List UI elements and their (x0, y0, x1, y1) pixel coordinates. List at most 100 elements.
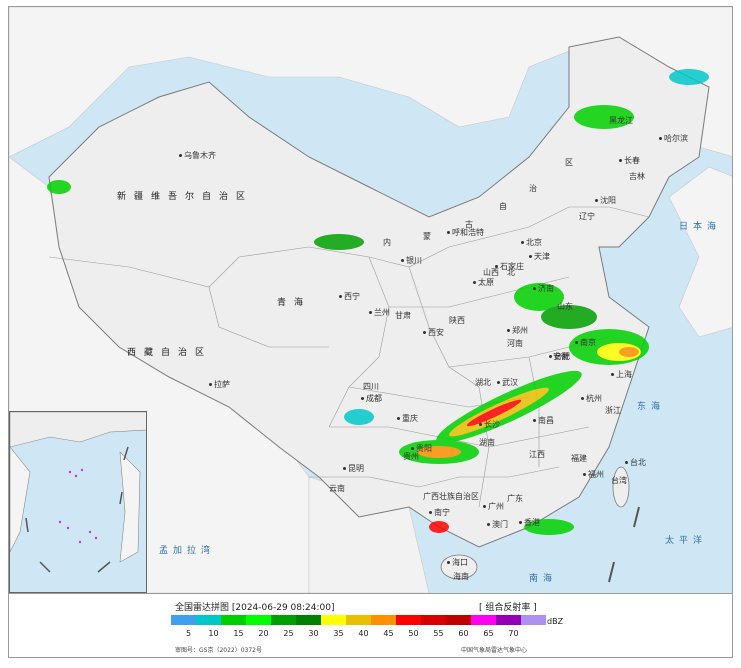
city-yinchuan: 银川 (401, 257, 422, 265)
city-lhasa: 拉萨 (209, 381, 230, 389)
city-lanzhou: 兰州 (369, 309, 390, 317)
legend-swatch (371, 615, 396, 625)
legend-tick-label: 20 (258, 629, 269, 638)
province-label-jilin: 吉林 (629, 172, 645, 181)
sea-bengal: 孟加拉湾 (159, 546, 216, 556)
province-label-neimenggu-1: 内 (383, 238, 391, 247)
province-label-guizhou: 贵州 (403, 452, 419, 461)
city-taiyuan: 太原 (473, 279, 494, 287)
city-hefei: 合肥 (549, 353, 570, 361)
province-label-shandong: 山东 (557, 302, 573, 311)
city-zhengzhou: 郑州 (507, 327, 528, 335)
legend-swatch (271, 615, 296, 625)
legend-product: [ 组合反射率 ] (479, 603, 537, 613)
province-label-heilongjiang: 黑龙江 (609, 116, 633, 125)
legend-tick-label: 55 (433, 629, 444, 638)
province-label-zhejiang: 浙江 (605, 406, 621, 415)
province-label-fujian: 福建 (571, 454, 587, 463)
south-china-sea-inset (9, 411, 147, 593)
province-label-qinghai: 青海 (277, 298, 312, 308)
legend-tick-label: 30 (308, 629, 319, 638)
city-xining: 西宁 (339, 293, 360, 301)
province-label-henan: 河南 (507, 339, 523, 348)
city-hangzhou: 杭州 (581, 395, 602, 403)
legend-swatch (396, 615, 421, 625)
province-label-jiangxi: 江西 (529, 450, 545, 459)
province-label-neimenggu-3: 古 (465, 220, 473, 229)
legend-ticks: 5 10 15 20 25 30 35 40 45 50 55 60 65 70 (171, 629, 551, 641)
legend-title: 全国雷达拼图 [2024-06-29 08:24:00] (175, 603, 335, 613)
province-label-xizang: 西藏自治区 (127, 348, 213, 358)
legend-swatch (221, 615, 246, 625)
legend-tick-label: 15 (233, 629, 244, 638)
province-label-neimenggu-2: 蒙 (423, 232, 431, 241)
province-label-hunan: 湖南 (479, 438, 495, 447)
city-nanchang: 南昌 (533, 417, 554, 425)
legend-swatch (346, 615, 371, 625)
city-taipei: 台北 (625, 459, 646, 467)
legend-swatch (421, 615, 446, 625)
city-shanghai: 上海 (611, 371, 632, 379)
city-chongqing: 重庆 (397, 415, 418, 423)
city-urumqi: 乌鲁木齐 (179, 152, 216, 160)
city-nanjing: 南京 (575, 339, 596, 347)
province-label-neimenggu-5: 治 (529, 184, 537, 193)
legend-swatch (296, 615, 321, 625)
province-label-liaoning: 辽宁 (579, 212, 595, 221)
legend-swatch (246, 615, 271, 625)
city-shijiazhuang: 石家庄 (495, 263, 524, 271)
city-harbin: 哈尔滨 (659, 135, 688, 143)
legend-color-bar (171, 615, 546, 625)
city-changchun: 长春 (619, 157, 640, 165)
city-shenyang: 沈阳 (595, 197, 616, 205)
legend-tick-label: 70 (508, 629, 519, 638)
province-label-neimenggu-4: 自 (499, 202, 507, 211)
city-nanning: 南宁 (429, 509, 450, 517)
city-guangzhou: 广州 (483, 503, 504, 511)
city-hongkong: 香港 (519, 519, 540, 527)
province-label-shanxi: 山西 (483, 268, 499, 277)
legend-source: 中国气象局雷达气象中心 (461, 647, 528, 654)
city-changsha: 长沙 (479, 421, 500, 429)
city-xian: 西安 (423, 329, 444, 337)
city-chengdu: 成都 (361, 395, 382, 403)
province-label-hainan: 海南 (453, 572, 469, 581)
sea-south-china-sea: 南海 (529, 574, 558, 584)
legend-tick-label: 40 (358, 629, 369, 638)
legend-swatch (196, 615, 221, 625)
province-label-gansu: 甘肃 (395, 311, 411, 320)
city-macau: 澳门 (487, 521, 508, 529)
sea-east-china-sea: 东海 (637, 402, 666, 412)
city-haikou: 海口 (447, 559, 468, 567)
province-label-neimenggu-6: 区 (565, 158, 573, 167)
legend-swatch (521, 615, 546, 625)
city-beijing: 北京 (521, 239, 542, 247)
city-wuhan: 武汉 (497, 379, 518, 387)
legend: 全国雷达拼图 [2024-06-29 08:24:00] [ 组合反射率 ] d… (9, 593, 732, 657)
legend-swatch (496, 615, 521, 625)
city-hohhot: 呼和浩特 (447, 229, 484, 237)
province-label-guangxi: 广西壮族自治区 (423, 492, 479, 501)
legend-tick-label: 10 (208, 629, 219, 638)
province-label-taiwan: 台湾 (611, 476, 627, 485)
radar-map: 新疆维吾尔自治区 西藏自治区 青海 甘肃 内 蒙 古 自 治 区 黑龙江 吉林 … (9, 7, 732, 593)
legend-review-number: 审图号：GS京（2022）0372号 (175, 647, 262, 654)
legend-tick-label: 50 (408, 629, 419, 638)
province-label-yunnan: 云南 (329, 484, 345, 493)
legend-tick-label: 65 (483, 629, 494, 638)
sea-pacific: 太平洋 (665, 536, 708, 546)
province-label-shaanxi: 陕西 (449, 316, 465, 325)
province-label-hebei: 北 (507, 268, 515, 277)
legend-swatch (446, 615, 471, 625)
city-jinan: 济南 (533, 285, 554, 293)
legend-swatch (471, 615, 496, 625)
sea-japan-sea: 日本海 (679, 222, 722, 232)
city-fuzhou: 福州 (583, 471, 604, 479)
legend-tick-label: 35 (333, 629, 344, 638)
city-tianjin: 天津 (529, 253, 550, 261)
legend-tick-label: 25 (283, 629, 294, 638)
province-label-xinjiang: 新疆维吾尔自治区 (117, 192, 254, 202)
province-label-guangdong: 广东 (507, 494, 523, 503)
inset-map-shape (10, 412, 146, 573)
legend-tick-label: 60 (458, 629, 469, 638)
